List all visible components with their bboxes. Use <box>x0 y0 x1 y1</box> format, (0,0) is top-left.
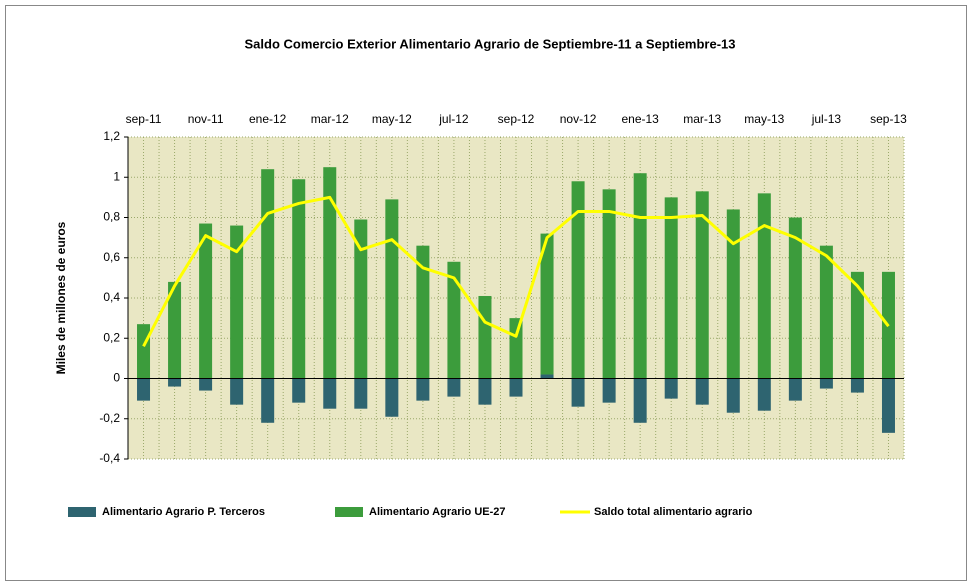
y-tick-label: 0 <box>113 371 120 385</box>
bar <box>726 209 740 379</box>
y-tick-label: 0,4 <box>103 290 120 304</box>
bar <box>819 245 833 379</box>
y-axis-label: Miles de millones de euros <box>54 221 68 374</box>
x-tick-label: jul-13 <box>811 112 842 126</box>
bar <box>726 378 740 413</box>
bar <box>540 233 554 375</box>
bar <box>509 318 523 379</box>
x-tick-label: sep-11 <box>126 112 162 126</box>
x-tick-label: sep-13 <box>870 112 907 126</box>
bar <box>137 324 151 379</box>
bar <box>602 378 616 403</box>
x-tick-label: jul-12 <box>438 112 469 126</box>
y-tick-label: 0,2 <box>103 330 120 344</box>
legend-label: Saldo total alimentario agrario <box>594 506 753 518</box>
bar <box>664 378 678 399</box>
bar <box>695 378 709 405</box>
x-tick-label: mar-12 <box>311 112 349 126</box>
bar <box>261 169 275 379</box>
bar <box>850 378 864 393</box>
bar <box>416 245 430 379</box>
legend-swatch <box>68 507 96 517</box>
x-tick-label: ene-12 <box>249 112 287 126</box>
bar <box>757 378 771 411</box>
bar <box>850 271 864 379</box>
bar <box>292 179 306 379</box>
x-tick-label: mar-13 <box>683 112 721 126</box>
legend-label: Alimentario Agrario P. Terceros <box>102 506 265 518</box>
legend-swatch <box>335 507 363 517</box>
y-tick-label: 0,6 <box>103 250 120 264</box>
x-tick-label: nov-11 <box>188 112 224 126</box>
bar <box>881 378 895 433</box>
bar <box>509 378 523 397</box>
bar <box>571 181 585 379</box>
bar <box>323 378 337 409</box>
y-tick-label: 0,8 <box>103 210 120 224</box>
bar <box>137 378 151 401</box>
bar <box>199 223 213 379</box>
bar <box>540 374 554 379</box>
bar <box>385 378 399 417</box>
bar <box>447 261 461 379</box>
bar <box>788 378 802 401</box>
bar <box>695 191 709 379</box>
bar <box>602 189 616 379</box>
bar <box>819 378 833 389</box>
x-tick-label: ene-13 <box>621 112 659 126</box>
legend-label: Alimentario Agrario UE-27 <box>369 506 506 518</box>
bar <box>323 167 337 379</box>
bar <box>230 225 244 379</box>
x-tick-label: nov-12 <box>560 112 597 126</box>
bar <box>478 295 492 379</box>
bar <box>168 281 182 379</box>
line <box>142 195 890 347</box>
y-tick-label: 1,2 <box>103 129 120 143</box>
y-tick-label: -0,4 <box>99 451 120 465</box>
x-tick-label: may-13 <box>744 112 784 126</box>
bar <box>230 378 244 405</box>
bar <box>354 378 368 409</box>
bar <box>292 378 306 403</box>
bar <box>447 378 461 397</box>
y-tick-label: 1 <box>113 169 120 183</box>
bar <box>478 378 492 405</box>
bar <box>354 219 368 379</box>
bar <box>633 173 647 379</box>
bar <box>199 378 213 391</box>
x-tick-label: may-12 <box>372 112 412 126</box>
bar <box>788 217 802 379</box>
y-tick-label: -0,2 <box>99 411 120 425</box>
bar <box>416 378 430 401</box>
bar <box>633 378 647 423</box>
bar <box>261 378 275 423</box>
bar <box>168 378 182 387</box>
bar <box>571 378 585 407</box>
bar <box>664 197 678 379</box>
chart-title: Saldo Comercio Exterior Alimentario Agra… <box>244 36 735 51</box>
bar <box>757 193 771 379</box>
x-tick-label: sep-12 <box>498 112 535 126</box>
bar <box>385 199 399 379</box>
